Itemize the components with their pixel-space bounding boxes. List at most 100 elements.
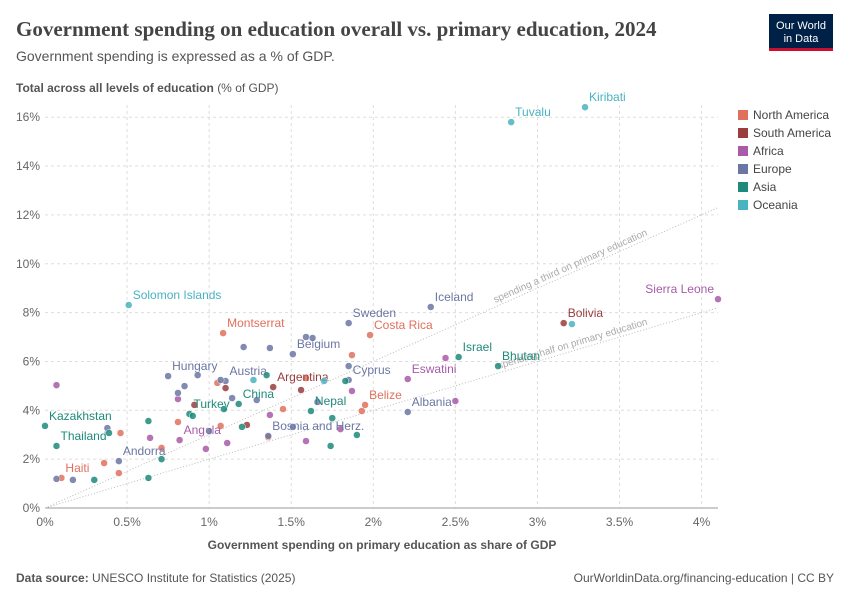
- x-tick-label: 0.5%: [113, 515, 141, 529]
- point: [266, 344, 274, 352]
- plot: 0% 2% 4% 6% 8% 10% 12% 14% 16% 0% 0.5% 1% 1.5% 2% 2.5%…: [16, 90, 722, 529]
- point: [348, 387, 356, 395]
- point: [297, 386, 305, 394]
- point: [146, 434, 154, 442]
- point: [328, 414, 337, 422]
- point-label: Angola: [184, 423, 222, 437]
- legend-swatch[interactable]: [738, 128, 748, 138]
- point: [115, 469, 123, 477]
- point: [221, 384, 230, 392]
- point: [223, 439, 231, 447]
- legend-label[interactable]: North America: [753, 108, 829, 122]
- x-tick-label: 2.5%: [442, 515, 470, 529]
- point: [302, 437, 310, 445]
- y-tick-label: 16%: [16, 110, 40, 124]
- point-label: China: [243, 387, 275, 401]
- point-label: Bolivia: [568, 306, 604, 320]
- point: [441, 354, 450, 362]
- point: [404, 375, 412, 383]
- point-label: Sweden: [353, 306, 396, 320]
- y-tick-label: 8%: [23, 306, 41, 320]
- x-tick-label: 4%: [693, 515, 711, 529]
- x-tick-label: 1.5%: [278, 515, 306, 529]
- point-label: Andorra: [123, 444, 166, 458]
- point: [234, 400, 243, 408]
- point: [219, 329, 227, 337]
- legend-swatch[interactable]: [738, 146, 748, 156]
- legend-swatch[interactable]: [738, 110, 748, 120]
- point-label: Sierra Leone: [645, 282, 714, 296]
- point-label: Austria: [230, 364, 268, 378]
- reference-label: spending a third on primary education: [492, 228, 649, 306]
- legend-label[interactable]: Oceania: [753, 198, 798, 212]
- point: [100, 459, 108, 467]
- point: [41, 422, 49, 430]
- y-axis-label-main: Total across all levels of education: [16, 81, 214, 95]
- point: [559, 319, 568, 327]
- x-tick-label: 3.5%: [606, 515, 634, 529]
- point: [220, 405, 228, 413]
- x-axis-label: Government spending on primary education…: [208, 538, 557, 552]
- point: [124, 301, 133, 309]
- point: [269, 383, 277, 391]
- point: [279, 405, 287, 413]
- point-label: Argentina: [277, 370, 329, 384]
- legend-label[interactable]: Africa: [753, 144, 784, 158]
- point: [326, 442, 335, 450]
- point: [344, 319, 353, 327]
- y-tick-label: 14%: [16, 159, 40, 173]
- source: Data source: UNESCO Institute for Statis…: [16, 571, 295, 585]
- point: [90, 476, 98, 484]
- reference-line: [44, 307, 719, 509]
- point: [302, 333, 310, 341]
- point: [568, 320, 576, 328]
- point: [239, 343, 248, 351]
- legend-swatch[interactable]: [738, 164, 748, 174]
- y-tick-label: 6%: [23, 354, 41, 368]
- point-label: Thailand: [60, 429, 106, 443]
- legend-swatch[interactable]: [738, 182, 748, 192]
- point-label: Israel: [463, 340, 492, 354]
- logo-box: [769, 14, 833, 50]
- point: [266, 411, 274, 419]
- point: [262, 371, 271, 379]
- point: [507, 118, 515, 126]
- point: [361, 401, 369, 409]
- legend-label[interactable]: Europe: [753, 162, 792, 176]
- point: [344, 362, 353, 370]
- logo-text: in Data: [784, 33, 820, 45]
- legend-label[interactable]: South America: [753, 126, 831, 140]
- point: [358, 407, 366, 415]
- point: [302, 374, 310, 382]
- point: [144, 474, 153, 482]
- point-label: Tuvalu: [515, 105, 551, 119]
- point: [175, 436, 184, 444]
- point-label: Kiribati: [589, 90, 626, 104]
- point: [216, 376, 225, 384]
- point: [202, 445, 210, 453]
- point: [252, 396, 261, 404]
- point: [454, 353, 463, 361]
- x-tick-label: 0%: [36, 515, 54, 529]
- point: [115, 457, 123, 465]
- point-label: Montserrat: [227, 316, 285, 330]
- point: [174, 418, 182, 426]
- point: [157, 444, 166, 452]
- point: [193, 371, 202, 379]
- point-label: Iceland: [435, 290, 474, 304]
- legend-label[interactable]: Asia: [753, 180, 777, 194]
- point: [494, 362, 502, 370]
- point-label: Cyprus: [353, 363, 391, 377]
- point: [264, 432, 272, 440]
- point-label: Eswatini: [412, 362, 457, 376]
- point: [307, 407, 315, 415]
- point: [341, 377, 350, 385]
- point: [366, 331, 374, 339]
- y-axis-label: Total across all levels of education (% …: [16, 81, 279, 95]
- point: [157, 455, 166, 463]
- point: [174, 389, 182, 397]
- point: [320, 377, 328, 385]
- legend-swatch[interactable]: [738, 200, 748, 210]
- point-label: Haiti: [65, 461, 89, 475]
- point: [353, 431, 361, 439]
